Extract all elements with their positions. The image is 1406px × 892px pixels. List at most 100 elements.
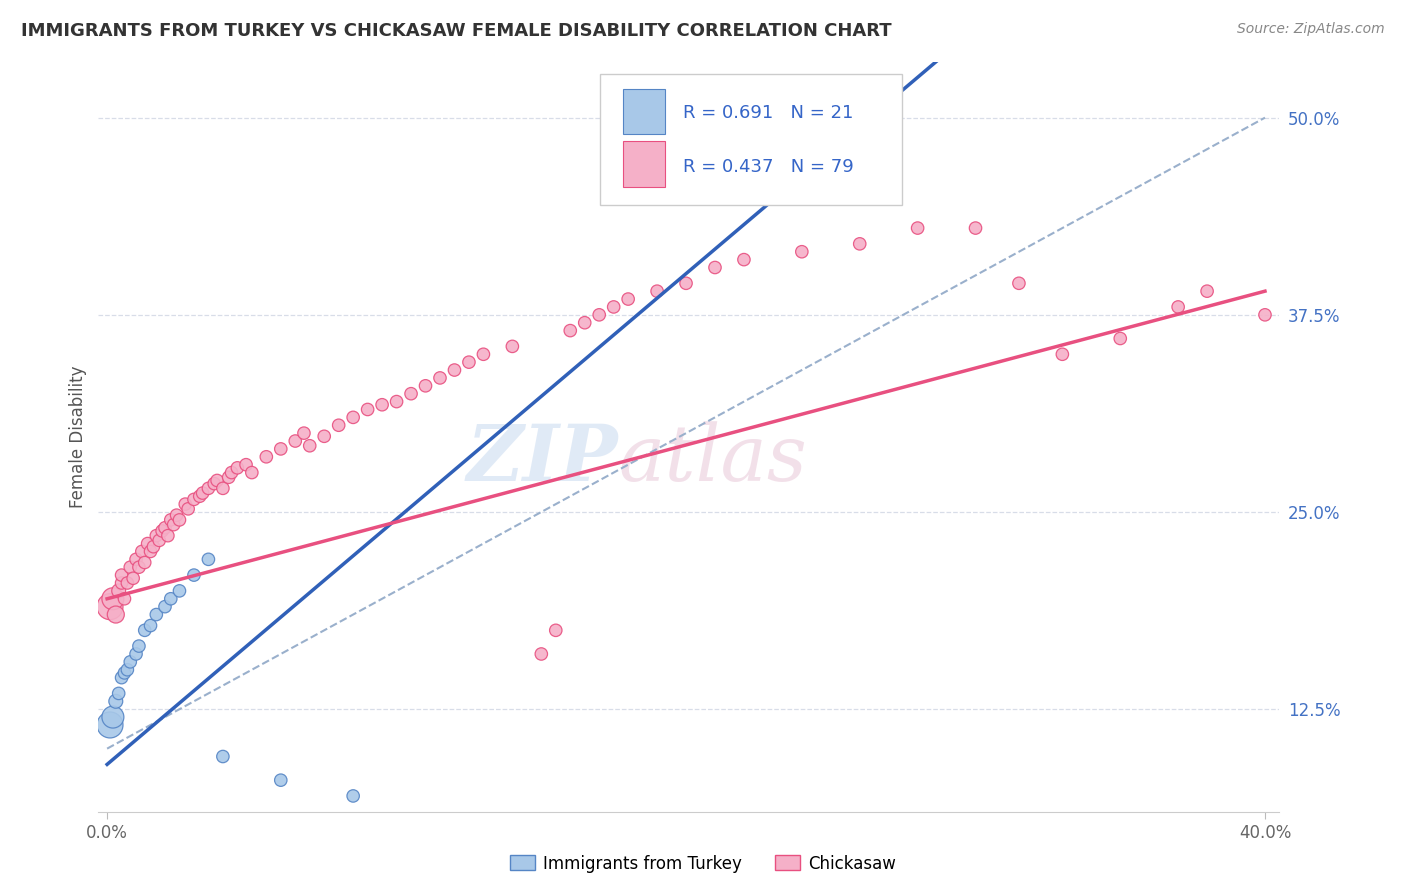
Point bbox=[110, 576, 132, 591]
Point bbox=[1254, 308, 1277, 322]
Point bbox=[145, 607, 167, 622]
Point bbox=[117, 576, 139, 591]
Point bbox=[560, 324, 582, 338]
Point bbox=[125, 647, 148, 661]
Point bbox=[270, 442, 292, 456]
Point bbox=[675, 277, 697, 291]
Point bbox=[221, 466, 243, 480]
Point bbox=[159, 513, 181, 527]
Point bbox=[212, 749, 235, 764]
Point bbox=[1167, 300, 1189, 314]
Text: atlas: atlas bbox=[619, 421, 807, 498]
Text: ZIP: ZIP bbox=[467, 421, 619, 498]
Point bbox=[122, 571, 145, 585]
Point bbox=[202, 476, 225, 491]
Point bbox=[1052, 347, 1074, 361]
Point bbox=[443, 363, 465, 377]
Point bbox=[139, 544, 162, 558]
Point bbox=[1008, 277, 1031, 291]
Point bbox=[110, 568, 132, 582]
Point bbox=[163, 517, 186, 532]
Point bbox=[212, 481, 235, 495]
Point bbox=[472, 347, 495, 361]
Point bbox=[145, 529, 167, 543]
Point bbox=[1109, 331, 1132, 345]
Point bbox=[101, 591, 124, 606]
Point bbox=[153, 599, 176, 614]
Text: Source: ZipAtlas.com: Source: ZipAtlas.com bbox=[1237, 22, 1385, 37]
Point bbox=[240, 466, 263, 480]
Point bbox=[907, 221, 929, 235]
Point bbox=[104, 694, 127, 708]
Point bbox=[101, 710, 124, 724]
Point bbox=[226, 460, 249, 475]
Y-axis label: Female Disability: Female Disability bbox=[69, 366, 87, 508]
Point bbox=[177, 501, 200, 516]
Point bbox=[131, 544, 153, 558]
FancyBboxPatch shape bbox=[600, 74, 901, 205]
Point bbox=[174, 497, 197, 511]
Point bbox=[530, 647, 553, 661]
Point bbox=[704, 260, 727, 275]
Point bbox=[848, 236, 870, 251]
Point bbox=[117, 663, 139, 677]
Point bbox=[134, 556, 156, 570]
Legend: Immigrants from Turkey, Chickasaw: Immigrants from Turkey, Chickasaw bbox=[503, 848, 903, 880]
Point bbox=[142, 540, 165, 554]
Point bbox=[110, 671, 132, 685]
Point bbox=[114, 665, 136, 680]
Point bbox=[1197, 284, 1219, 298]
Point bbox=[645, 284, 668, 298]
Point bbox=[139, 618, 162, 632]
Point bbox=[205, 474, 228, 488]
Point bbox=[385, 394, 408, 409]
Point bbox=[415, 379, 437, 393]
Point bbox=[588, 308, 610, 322]
Point bbox=[114, 591, 136, 606]
Point bbox=[458, 355, 481, 369]
Point bbox=[617, 292, 640, 306]
Point bbox=[104, 607, 127, 622]
Point bbox=[284, 434, 307, 448]
Point bbox=[183, 492, 205, 507]
Point bbox=[128, 639, 150, 653]
Point bbox=[197, 481, 219, 495]
Point bbox=[197, 552, 219, 566]
FancyBboxPatch shape bbox=[623, 88, 665, 135]
Point bbox=[107, 583, 129, 598]
Point bbox=[183, 568, 205, 582]
Point bbox=[218, 470, 240, 484]
Point bbox=[107, 686, 129, 700]
Point bbox=[120, 560, 142, 574]
Point bbox=[254, 450, 277, 464]
Point bbox=[544, 624, 567, 638]
Point bbox=[159, 591, 181, 606]
Point bbox=[166, 508, 188, 523]
Point bbox=[169, 513, 191, 527]
Point bbox=[602, 300, 624, 314]
Point bbox=[429, 371, 451, 385]
Point bbox=[314, 429, 336, 443]
Point bbox=[153, 521, 176, 535]
Point bbox=[356, 402, 378, 417]
Point bbox=[399, 386, 422, 401]
Point bbox=[191, 486, 214, 500]
Text: R = 0.691   N = 21: R = 0.691 N = 21 bbox=[683, 104, 853, 122]
Point bbox=[371, 398, 394, 412]
Point bbox=[298, 439, 321, 453]
Point bbox=[156, 529, 179, 543]
Point bbox=[733, 252, 755, 267]
Point bbox=[134, 624, 156, 638]
Point bbox=[501, 339, 523, 353]
Point bbox=[98, 718, 121, 732]
Point bbox=[188, 489, 211, 503]
Point bbox=[136, 536, 159, 550]
Point bbox=[270, 773, 292, 788]
Point bbox=[169, 583, 191, 598]
Text: IMMIGRANTS FROM TURKEY VS CHICKASAW FEMALE DISABILITY CORRELATION CHART: IMMIGRANTS FROM TURKEY VS CHICKASAW FEMA… bbox=[21, 22, 891, 40]
Point bbox=[292, 426, 315, 441]
Point bbox=[235, 458, 257, 472]
Point bbox=[342, 410, 364, 425]
Point bbox=[128, 560, 150, 574]
Point bbox=[965, 221, 987, 235]
